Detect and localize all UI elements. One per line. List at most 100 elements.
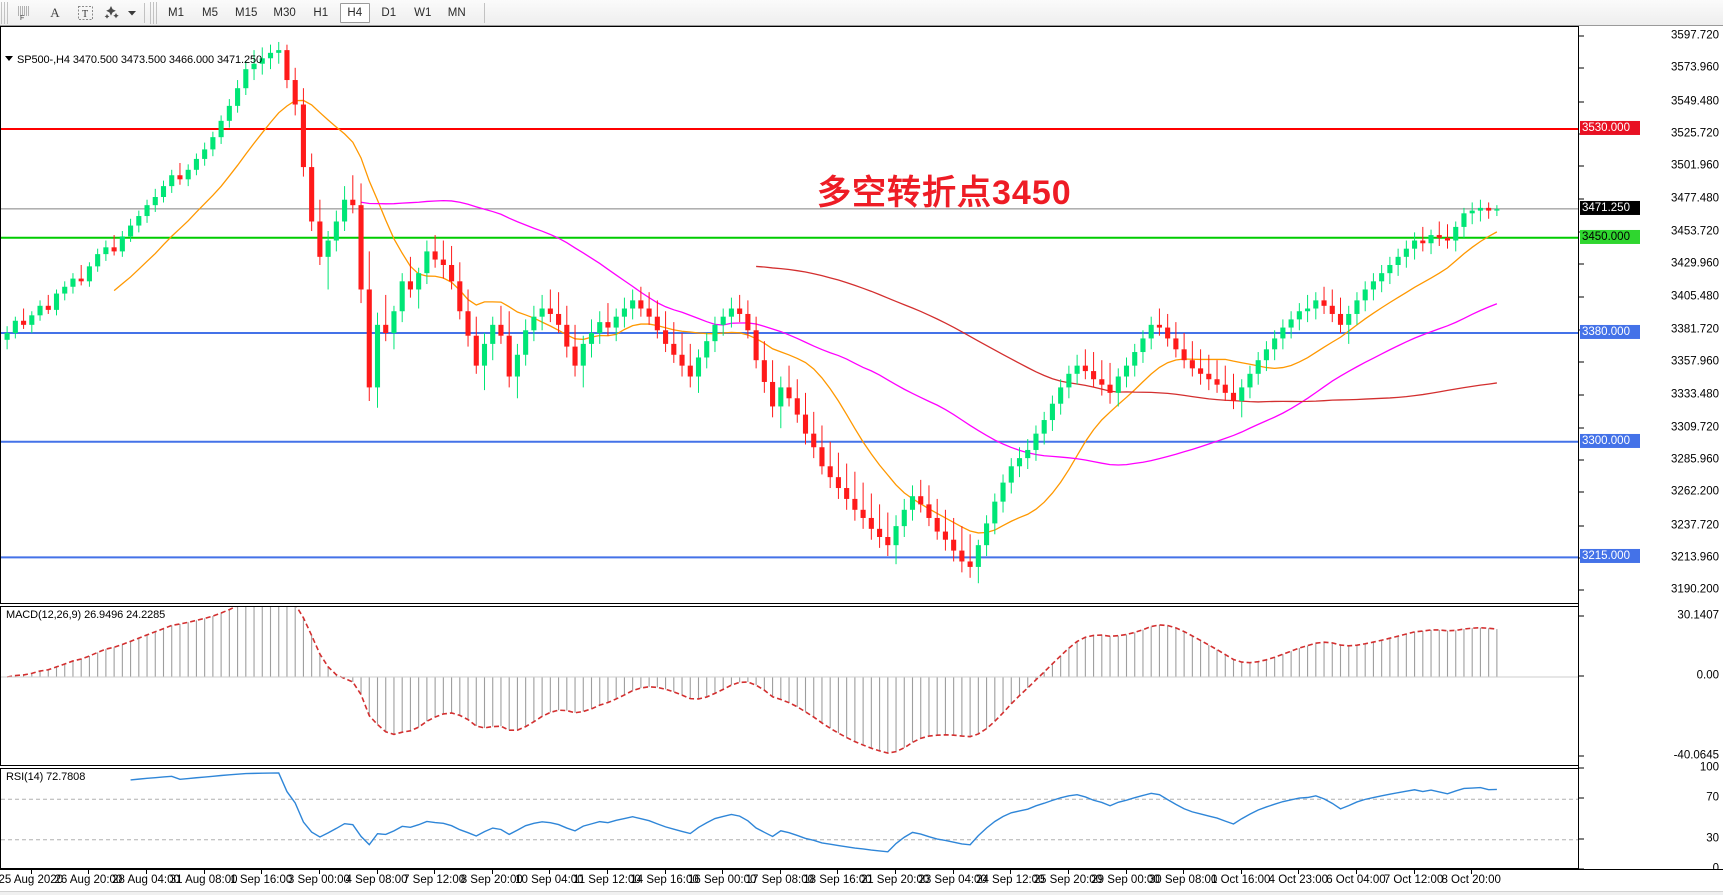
macd-tick-1-dash xyxy=(1579,675,1584,677)
rsi-tick-3: 0 xyxy=(1713,863,1719,875)
price-tick-1-dash xyxy=(1579,67,1584,69)
timeframe-w1[interactable]: W1 xyxy=(414,6,432,19)
price-tick-11: 3333.480 xyxy=(1671,388,1719,401)
price-tick-0-dash xyxy=(1579,35,1584,37)
toolbar-grip-2[interactable] xyxy=(150,1,157,24)
time-tick-2 xyxy=(146,870,148,874)
time-label-12: 16 Sep 00:00 xyxy=(687,874,757,886)
price-tick-10-dash xyxy=(1579,361,1584,363)
main-toolbar: F A T M1 M5 M15 M30 H1 H4 D1 W1 MN xyxy=(0,0,1723,26)
time-tick-22 xyxy=(1298,870,1300,874)
price-tick-13: 3285.960 xyxy=(1671,453,1719,466)
price-tick-5: 3477.480 xyxy=(1671,192,1719,205)
time-label-17: 24 Sep 12:00 xyxy=(976,874,1045,886)
time-tick-20 xyxy=(1183,870,1185,874)
price-axis[interactable]: 3597.720 3573.960 3549.480 3525.720 3501.960… xyxy=(1578,26,1723,874)
crosshair-f-icon[interactable]: F xyxy=(10,1,40,25)
timeframe-d1[interactable]: D1 xyxy=(381,6,397,19)
toolbar-divider-2 xyxy=(483,2,485,23)
time-tick-15 xyxy=(895,870,897,874)
symbol-dropdown-icon[interactable] xyxy=(5,56,13,61)
time-label-19: 29 Sep 00:00 xyxy=(1091,874,1160,886)
time-tick-16 xyxy=(952,870,954,874)
price-tag-3300: 3300.000 xyxy=(1580,433,1640,448)
time-label-23: 6 Oct 04:00 xyxy=(1326,874,1386,886)
macd-tick-1: 0.00 xyxy=(1696,669,1719,682)
price-tick-4: 3501.960 xyxy=(1671,159,1719,172)
time-tick-1 xyxy=(88,870,90,874)
price-tick-10: 3357.960 xyxy=(1671,355,1719,368)
candlestick-canvas xyxy=(1,41,1578,584)
time-label-2: 28 Aug 04:00 xyxy=(112,874,180,886)
time-tick-12 xyxy=(722,870,724,874)
toolbar-grip-1[interactable] xyxy=(1,1,8,24)
text-box-icon[interactable]: T xyxy=(70,1,100,25)
price-tag-current: 3471.250 xyxy=(1580,200,1640,215)
time-tick-25 xyxy=(1471,870,1473,874)
macd-pane[interactable]: MACD(12,26,9) 26.9496 24.2285 xyxy=(0,606,1578,766)
price-tick-6: 3453.720 xyxy=(1671,224,1719,237)
time-label-6: 4 Sep 08:00 xyxy=(345,874,408,886)
time-tick-13 xyxy=(779,870,781,874)
timeframe-h1[interactable]: H1 xyxy=(313,6,329,19)
rsi-tick-0: 100 xyxy=(1699,761,1719,774)
price-tick-14-dash xyxy=(1579,491,1584,493)
price-tick-15: 3237.720 xyxy=(1671,518,1719,531)
price-tag-3450: 3450.000 xyxy=(1580,229,1640,244)
macd-canvas xyxy=(1,607,1578,754)
rsi-tick-1: 70 xyxy=(1706,791,1719,804)
rsi-label: RSI(14) 72.7808 xyxy=(6,771,86,783)
price-tick-7-dash xyxy=(1579,263,1584,265)
timeframe-h4[interactable]: H4 xyxy=(339,2,370,23)
time-label-8: 8 Sep 20:00 xyxy=(460,874,523,886)
price-tick-16: 3213.960 xyxy=(1671,551,1719,564)
objects-list-icon[interactable] xyxy=(100,1,124,25)
timeframe-m5[interactable]: M5 xyxy=(202,6,218,19)
time-tick-23 xyxy=(1355,870,1357,874)
rsi-tick-1-dash xyxy=(1579,797,1584,799)
price-tick-9: 3381.720 xyxy=(1671,322,1719,335)
timeframe-m30[interactable]: M30 xyxy=(273,6,296,19)
macd-tick-2-dash xyxy=(1579,755,1584,757)
price-tick-5-dash xyxy=(1579,198,1584,200)
price-pane[interactable]: 多空转折点3450 xyxy=(0,26,1578,604)
time-tick-3 xyxy=(203,870,205,874)
time-label-21: 1 Oct 16:00 xyxy=(1210,874,1271,886)
timeframe-group: M1 M5 M15 M30 H1 H4 D1 W1 MN xyxy=(159,2,474,23)
chart-annotation: 多空转折点3450 xyxy=(817,174,1072,212)
time-label-16: 23 Sep 04:00 xyxy=(918,874,987,886)
rsi-canvas xyxy=(1,772,1578,853)
time-axis[interactable]: 25 Aug 2020 26 Aug 20:00 28 Aug 04:00 31 Au… xyxy=(0,869,1723,895)
time-label-7: 7 Sep 12:00 xyxy=(403,874,466,886)
time-label-13: 17 Sep 08:00 xyxy=(745,874,815,886)
time-tick-9 xyxy=(549,870,551,874)
timeframe-m1[interactable]: M1 xyxy=(168,6,184,19)
chart-area: 多空转折点3450 SP500-,H4 3470.500 3473.500 34… xyxy=(0,26,1723,895)
timeframe-mn[interactable]: MN xyxy=(447,6,466,19)
price-tick-11-dash xyxy=(1579,394,1584,396)
price-tick-7: 3429.960 xyxy=(1671,257,1719,270)
dropdown-arrow-icon[interactable] xyxy=(124,1,140,25)
plot-panes: 多空转折点3450 SP500-,H4 3470.500 3473.500 34… xyxy=(0,26,1578,869)
time-label-18: 25 Sep 20:00 xyxy=(1033,874,1103,886)
rsi-tick-2-dash xyxy=(1579,838,1584,840)
symbol-ohlc-text: SP500-,H4 3470.500 3473.500 3466.000 347… xyxy=(17,54,263,66)
time-label-3: 31 Aug 08:00 xyxy=(169,874,238,886)
time-label-24: 7 Oct 12:00 xyxy=(1383,874,1444,886)
price-tick-12-dash xyxy=(1579,427,1584,429)
rsi-tick-0-dash xyxy=(1579,767,1584,769)
macd-tick-0-dash xyxy=(1579,615,1584,617)
price-tick-12: 3309.720 xyxy=(1671,420,1719,433)
price-tag-3530: 3530.000 xyxy=(1580,120,1640,136)
time-label-22: 4 Oct 23:00 xyxy=(1268,874,1329,886)
timeframe-m15[interactable]: M15 xyxy=(235,6,258,19)
price-tick-14: 3262.200 xyxy=(1671,485,1719,498)
price-tick-8: 3405.480 xyxy=(1671,290,1719,303)
status-bar xyxy=(0,891,1723,895)
text-label-icon[interactable]: A xyxy=(50,4,60,20)
time-tick-24 xyxy=(1413,870,1415,874)
price-tick-13-dash xyxy=(1579,459,1584,461)
time-tick-14 xyxy=(837,870,839,874)
rsi-pane[interactable]: RSI(14) 72.7808 xyxy=(0,768,1578,869)
